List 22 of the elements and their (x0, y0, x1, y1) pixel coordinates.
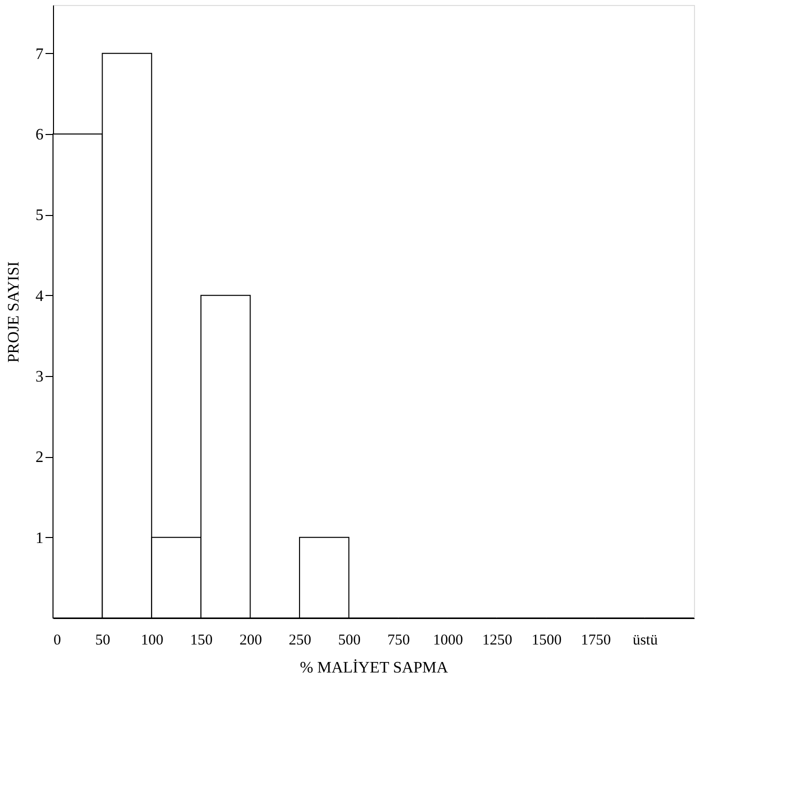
x-tick-label: 250 (288, 632, 312, 648)
x-tick-label: 100 (140, 632, 164, 648)
x-tick-label: 750 (387, 632, 410, 648)
x-tick-label: 0 (54, 632, 61, 648)
y-tick-label: 3 (36, 368, 44, 386)
y-tick-label: 7 (36, 46, 44, 63)
x-tick-label: üstü (632, 632, 658, 648)
x-tick-label: 1750 (580, 632, 611, 648)
x-tick-label: 1000 (432, 632, 463, 648)
y-tick-label: 4 (36, 288, 44, 305)
x-tick-label: 150 (190, 632, 213, 648)
x-axis-title: % MALİYET SAPMA (300, 658, 449, 676)
y-axis-title: PROJE SAYISI (6, 261, 22, 363)
y-tick-label: 1 (36, 530, 44, 547)
y-tick-label: 2 (36, 449, 44, 466)
x-tick-label: 1500 (532, 632, 562, 648)
x-tick-label: 1250 (482, 632, 512, 648)
y-tick-label: 5 (36, 207, 44, 224)
x-tick-label: 50 (95, 632, 110, 648)
x-tick-label: 200 (239, 632, 262, 648)
y-tick-label: 6 (36, 126, 44, 144)
x-tick-label: 500 (338, 632, 361, 648)
